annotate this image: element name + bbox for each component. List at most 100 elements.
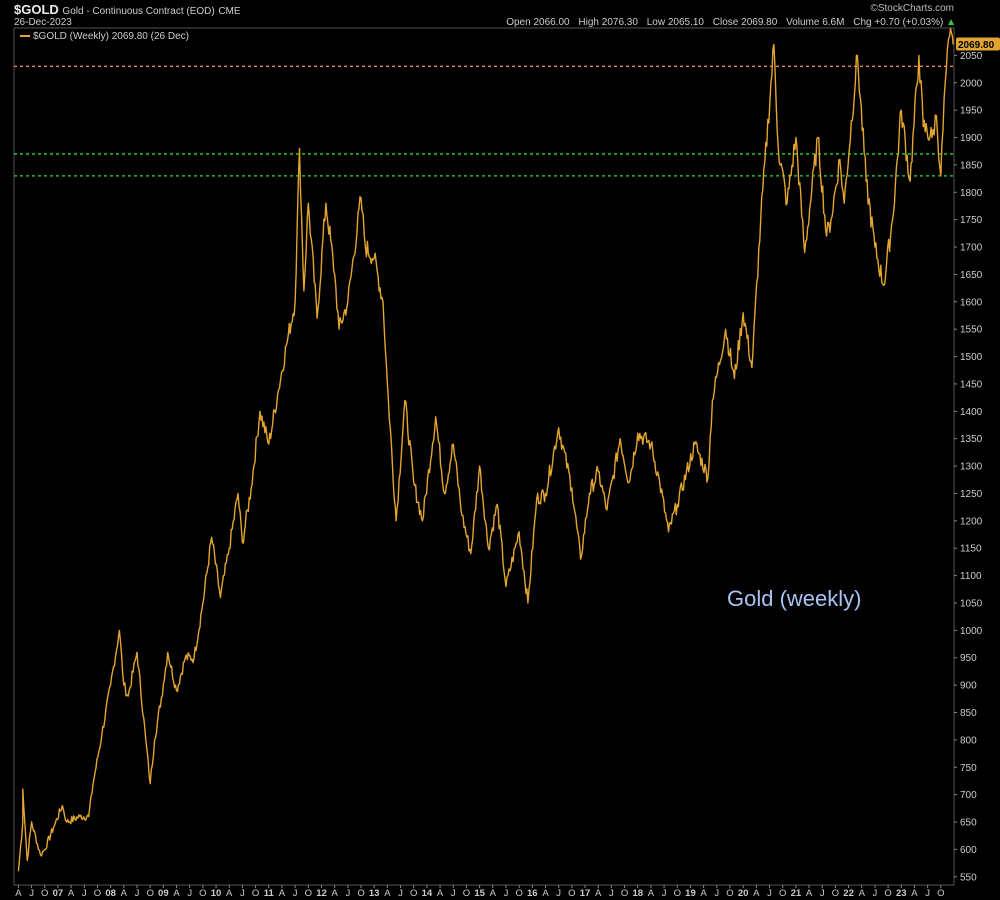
symbol: $GOLD — [14, 2, 59, 17]
x-tick-month-label: J — [556, 888, 561, 899]
close-label: Close — [712, 17, 739, 28]
x-tick-year-label: 19 — [685, 888, 696, 899]
x-tick-month-label: O — [674, 888, 681, 899]
x-tick-month-label: O — [252, 888, 259, 899]
x-tick-month-label: J — [925, 888, 930, 899]
x-tick-month-label: O — [199, 888, 206, 899]
x-tick-month-label: A — [595, 888, 602, 899]
y-tick-label: 950 — [960, 653, 977, 664]
ohlc-readout: Open 2066.00 High 2076.30 Low 2065.10 Cl… — [500, 17, 956, 28]
y-tick-label: 2050 — [960, 51, 983, 62]
change-value: +0.70 (+0.03%) — [874, 17, 944, 28]
x-tick-month-label: A — [490, 888, 497, 899]
x-tick-month-label: O — [94, 888, 101, 899]
y-tick-label: 1300 — [960, 462, 983, 473]
change-label: Chg — [853, 17, 872, 28]
x-tick-month-label: A — [173, 888, 180, 899]
y-tick-label: 650 — [960, 818, 977, 829]
low-value: 2065.10 — [667, 17, 704, 28]
x-axis: A J O 07 A J O 08 A J O 09 A J O 10 A J O 11 A J O 12 A J O 13 A J O 14… — [15, 885, 945, 899]
high-value: 2076.30 — [601, 17, 638, 28]
x-tick-month-label: A — [384, 888, 391, 899]
x-tick-year-label: 12 — [316, 888, 327, 899]
x-tick-month-label: A — [806, 888, 813, 899]
x-tick-month-label: A — [700, 888, 707, 899]
chart-date: 26-Dec-2023 — [14, 17, 72, 28]
x-tick-month-label: J — [662, 888, 667, 899]
x-tick-month-label: J — [293, 888, 298, 899]
y-tick-label: 1150 — [960, 544, 982, 555]
legend-label: $GOLD (Weekly) 2069.80 (26 Dec) — [33, 31, 189, 42]
x-tick-month-label: A — [279, 888, 286, 899]
x-tick-month-label: O — [779, 888, 786, 899]
y-tick-label: 1750 — [960, 215, 983, 226]
y-tick-label: 1900 — [960, 133, 983, 144]
y-tick-label: 1600 — [960, 297, 983, 308]
x-tick-month-label: O — [621, 888, 628, 899]
x-tick-month-label: J — [82, 888, 87, 899]
x-tick-year-label: 09 — [158, 888, 169, 899]
x-tick-year-label: 23 — [896, 888, 907, 899]
y-tick-label: 600 — [960, 845, 977, 856]
x-tick-month-label: A — [648, 888, 655, 899]
y-tick-label: 850 — [960, 708, 977, 719]
x-tick-month-label: J — [187, 888, 192, 899]
x-tick-month-label: A — [859, 888, 866, 899]
x-tick-year-label: 16 — [527, 888, 538, 899]
x-tick-month-label: J — [135, 888, 140, 899]
x-tick-month-label: O — [726, 888, 733, 899]
x-tick-month-label: J — [767, 888, 772, 899]
open-value: 2066.00 — [533, 17, 570, 28]
y-tick-label: 550 — [960, 872, 977, 883]
series-line-gold — [17, 27, 954, 872]
x-tick-month-label: O — [515, 888, 522, 899]
high-label: High — [578, 17, 599, 28]
x-tick-month-label: O — [568, 888, 575, 899]
x-tick-year-label: 14 — [422, 888, 433, 899]
series-legend: $GOLD (Weekly) 2069.80 (26 Dec) — [20, 31, 189, 42]
x-tick-month-label: J — [345, 888, 350, 899]
up-arrow-icon: ▲ — [946, 17, 956, 28]
x-tick-month-label: J — [451, 888, 456, 899]
last-price-label: 2069.80 — [958, 40, 995, 51]
x-tick-month-label: J — [29, 888, 34, 899]
open-label: Open — [506, 17, 531, 28]
x-tick-month-label: J — [240, 888, 245, 899]
x-tick-month-label: A — [542, 888, 549, 899]
x-tick-year-label: 07 — [53, 888, 64, 899]
x-tick-month-label: J — [609, 888, 614, 899]
x-tick-year-label: 15 — [474, 888, 485, 899]
y-tick-label: 1050 — [960, 598, 983, 609]
y-tick-label: 1250 — [960, 489, 983, 500]
y-tick-label: 1350 — [960, 434, 983, 445]
x-tick-month-label: A — [753, 888, 760, 899]
y-tick-label: 1500 — [960, 352, 983, 363]
x-tick-year-label: 22 — [843, 888, 854, 899]
y-tick-label: 1650 — [960, 270, 983, 281]
volume-label: Volume — [786, 17, 820, 28]
chart-symbol-header: $GOLD Gold - Continuous Contract (EOD) C… — [14, 2, 241, 17]
x-tick-month-label: O — [410, 888, 417, 899]
x-tick-year-label: 18 — [632, 888, 643, 899]
y-tick-label: 900 — [960, 681, 977, 692]
last-price-tag: 2069.80 — [956, 37, 1000, 51]
x-tick-month-label: O — [463, 888, 470, 899]
y-axis: 550 600 650 700 750 800 850 900 950 1000 1050 1100 1… — [954, 51, 983, 883]
x-tick-month-label: A — [911, 888, 918, 899]
horizontal-lines — [14, 65, 954, 177]
x-tick-month-label: A — [68, 888, 75, 899]
x-tick-month-label: J — [504, 888, 509, 899]
y-tick-label: 2000 — [960, 78, 983, 89]
plot-frame — [13, 27, 955, 886]
x-tick-year-label: 10 — [211, 888, 222, 899]
x-tick-year-label: 13 — [369, 888, 380, 899]
x-tick-month-label: O — [146, 888, 153, 899]
x-tick-month-label: J — [873, 888, 878, 899]
y-tick-label: 750 — [960, 763, 977, 774]
x-tick-month-label: O — [937, 888, 944, 899]
x-tick-month-label: J — [398, 888, 403, 899]
y-tick-label: 1950 — [960, 106, 983, 117]
y-tick-label: 1000 — [960, 626, 983, 637]
x-tick-month-label: O — [357, 888, 364, 899]
x-tick-year-label: 20 — [738, 888, 749, 899]
